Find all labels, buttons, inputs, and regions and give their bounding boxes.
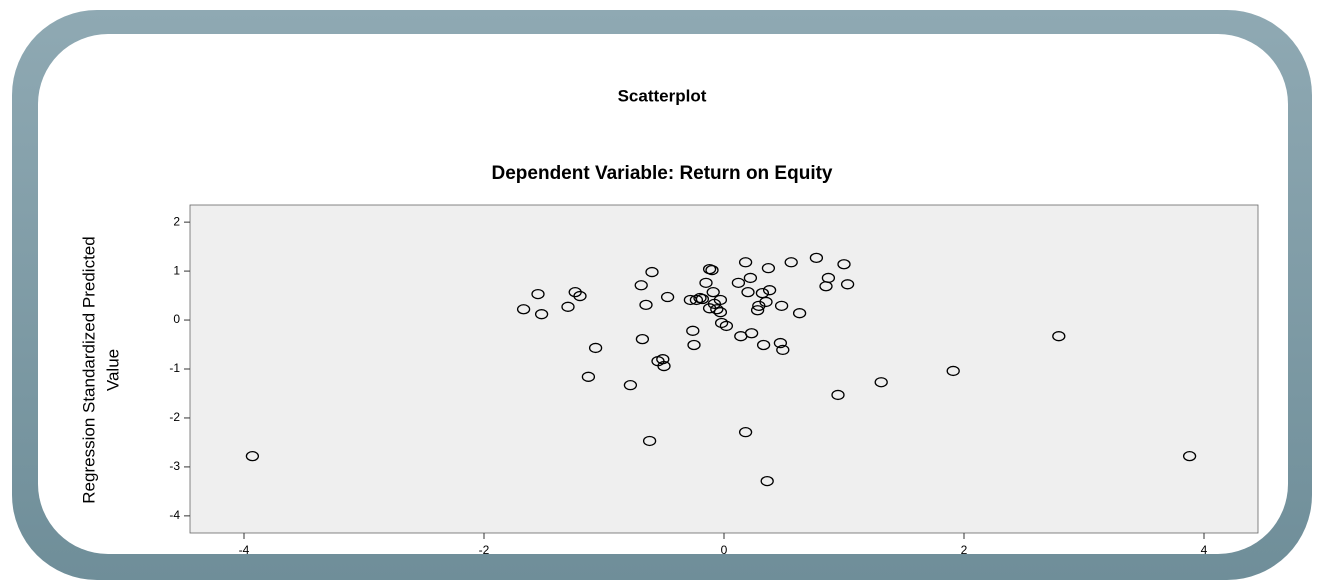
point [1182,450,1197,462]
chart-title: Scatterplot [618,86,707,105]
point [776,344,790,356]
point [656,354,670,365]
point [750,305,765,316]
x-tick-label: -4 [239,543,250,557]
point [623,380,638,391]
point [738,257,753,268]
point [774,300,789,311]
point [760,475,774,487]
point [705,264,719,276]
point [713,294,728,306]
x-tick-label: 4 [1201,543,1208,557]
point [657,360,671,372]
point [784,257,798,268]
point [946,365,960,377]
x-tick-label: -2 [479,543,490,557]
point [588,342,603,354]
x-tick-label: 0 [721,543,728,557]
point [714,317,729,329]
plot-area [189,204,1259,534]
point [687,339,701,351]
y-tick-label: 2 [173,214,180,228]
point [581,371,596,382]
point [695,293,710,305]
y-tick-label: -1 [169,361,180,375]
y-tick-label: -2 [169,410,180,424]
point [710,304,724,315]
x-tick-label: 2 [961,543,968,557]
point [792,308,807,319]
point [773,337,788,349]
point [744,328,759,339]
point [245,450,260,462]
point [837,259,851,270]
point [635,333,650,345]
point [573,290,587,302]
y-tick-label: -3 [169,459,180,473]
y-axis-label: Value [103,349,122,391]
point [645,266,659,278]
point [1052,331,1066,342]
point [762,285,777,296]
point [531,288,545,300]
point [660,291,675,303]
point [634,280,648,291]
point [731,277,746,288]
point [713,307,728,318]
point [561,301,575,312]
y-tick-label: 1 [173,263,180,277]
point [699,277,713,288]
point [642,435,657,447]
point [689,294,704,306]
point [759,296,773,308]
point [831,389,845,401]
y-axis-label: Regression Standardized Predicted [79,236,98,503]
point [719,320,734,332]
chart-subtitle: Dependent Variable: Return on Equity [492,163,833,184]
point [743,272,758,284]
point [534,309,549,320]
point [756,339,771,351]
point [741,286,755,298]
y-tick-label: 0 [173,312,180,326]
point [809,252,824,264]
point [874,377,888,388]
point [738,427,753,438]
point [840,279,855,290]
point [686,325,700,336]
point [639,299,653,311]
y-tick-label: -4 [169,508,180,522]
point [821,272,836,284]
point [706,286,720,298]
point [516,304,531,315]
point [761,263,776,274]
